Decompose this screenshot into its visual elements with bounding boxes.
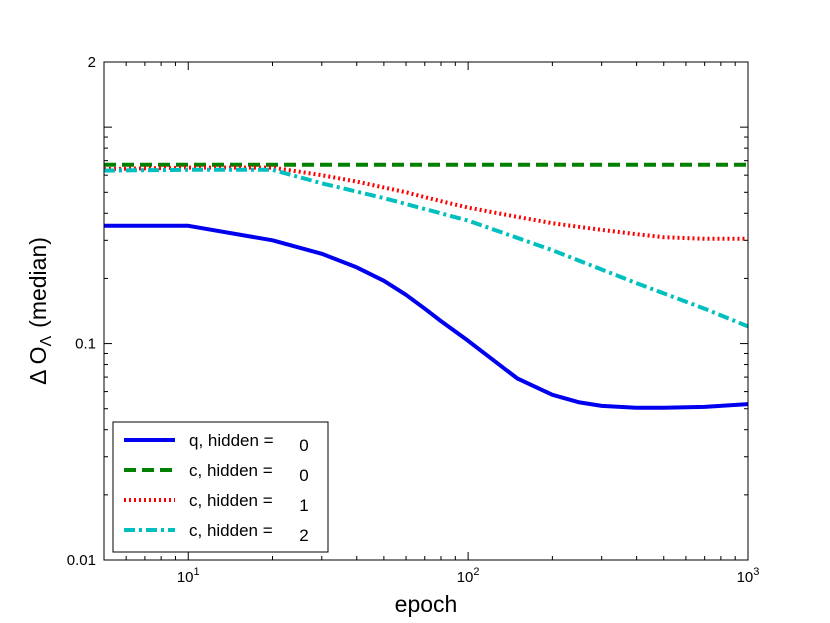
legend-label-2: c, hidden = [189, 491, 273, 510]
x-tick-label-base: 10 [457, 569, 474, 586]
y-axis-label: Δ OΛ (median) [25, 237, 55, 385]
x-tick-label: 101 [177, 566, 200, 586]
legend-value-0: 0 [299, 436, 308, 455]
x-tick-label-exponent: 2 [473, 566, 479, 578]
x-tick-label-exponent: 1 [194, 566, 200, 578]
series-line-0 [104, 223, 748, 410]
x-axis-label: epoch [395, 591, 458, 617]
legend-label-1: c, hidden = [189, 461, 273, 480]
series-line-3 [104, 167, 748, 329]
legend-value-1: 0 [299, 466, 308, 485]
legend-label-3: c, hidden = [189, 521, 273, 540]
y-axis-label-suffix: (median) [25, 237, 51, 328]
legend-label-0: q, hidden = [189, 431, 274, 450]
y-tick-label: 0.01 [67, 552, 96, 569]
legend-value-3: 2 [299, 526, 308, 545]
series-line-2 [104, 165, 748, 241]
x-tick-label-base: 10 [737, 569, 754, 586]
x-tick-label: 102 [457, 566, 480, 586]
y-tick-label: 2 [88, 54, 96, 71]
y-axis-label-main: Δ O [25, 347, 51, 385]
legend-value-2: 1 [299, 496, 308, 515]
y-axis-label-subscript: Λ [38, 336, 55, 347]
series-layer [104, 162, 748, 410]
x-tick-label: 103 [737, 566, 760, 586]
plot-frame [103, 61, 749, 561]
x-axis: 101 102 103 [103, 62, 760, 586]
y-tick-label: 0.1 [75, 336, 96, 353]
x-tick-label-exponent: 3 [753, 566, 759, 578]
x-tick-label-base: 10 [177, 569, 194, 586]
legend: q, hidden = 0 c, hidden = 0 c, hidden = 1 c, h… [112, 421, 329, 553]
y-axis: 0.01 0.1 2 [67, 54, 748, 569]
